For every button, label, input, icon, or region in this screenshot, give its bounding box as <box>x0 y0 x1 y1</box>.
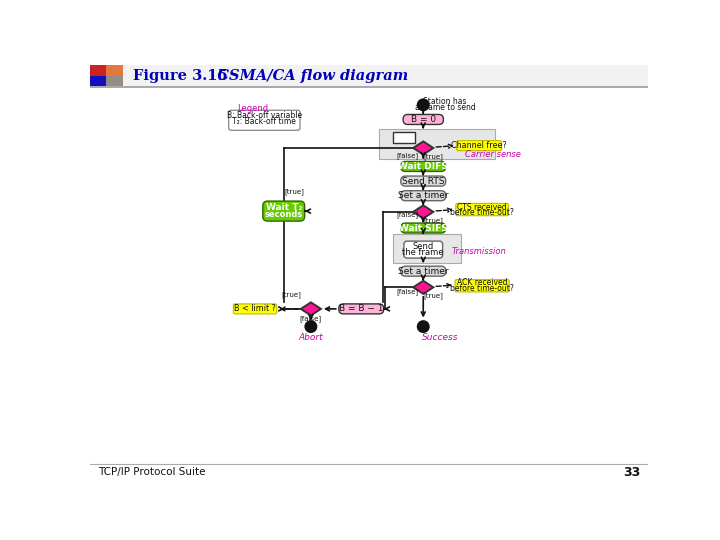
FancyBboxPatch shape <box>339 304 384 314</box>
Bar <box>393 234 462 264</box>
Text: Wait T₂: Wait T₂ <box>266 202 302 212</box>
Text: Transmission: Transmission <box>451 247 506 255</box>
FancyBboxPatch shape <box>401 266 446 276</box>
Text: [true]: [true] <box>284 188 305 195</box>
Text: before time-out?: before time-out? <box>450 285 514 293</box>
Text: B < limit ?: B < limit ? <box>234 305 276 313</box>
Polygon shape <box>413 205 433 218</box>
FancyBboxPatch shape <box>263 201 305 221</box>
Text: [false]: [false] <box>397 212 419 218</box>
FancyBboxPatch shape <box>403 114 444 125</box>
Text: [true]: [true] <box>423 153 444 160</box>
Bar <box>393 132 415 143</box>
Text: seconds: seconds <box>265 211 303 219</box>
Text: Send: Send <box>413 242 434 251</box>
Text: CTS received: CTS received <box>457 202 507 212</box>
Bar <box>90 65 648 86</box>
FancyBboxPatch shape <box>456 140 502 151</box>
Text: B = 0: B = 0 <box>410 115 436 124</box>
Text: ACK received: ACK received <box>457 278 508 287</box>
Polygon shape <box>413 281 433 294</box>
FancyBboxPatch shape <box>401 161 446 171</box>
Text: Carrier sense: Carrier sense <box>465 151 521 159</box>
FancyBboxPatch shape <box>456 204 508 215</box>
Bar <box>90 65 107 76</box>
FancyBboxPatch shape <box>401 176 446 186</box>
FancyBboxPatch shape <box>229 110 300 130</box>
Bar <box>379 129 495 159</box>
Text: Set a timer: Set a timer <box>398 267 449 275</box>
Text: T₂: Back-off time: T₂: Back-off time <box>233 117 297 126</box>
Text: Set a timer: Set a timer <box>398 191 449 200</box>
Text: Figure 3.15: Figure 3.15 <box>132 69 228 83</box>
FancyBboxPatch shape <box>455 280 509 292</box>
Text: [false]: [false] <box>397 288 419 294</box>
Text: Legend: Legend <box>238 104 269 113</box>
Text: B = B − 1: B = B − 1 <box>339 305 384 313</box>
Bar <box>90 76 107 86</box>
FancyBboxPatch shape <box>401 191 446 201</box>
Text: [false]: [false] <box>300 315 322 321</box>
Bar <box>90 65 122 86</box>
Text: Wait SIFS: Wait SIFS <box>399 224 448 233</box>
Text: Abort: Abort <box>299 333 323 342</box>
Text: Station has: Station has <box>423 97 467 106</box>
Text: Wait DIFS: Wait DIFS <box>398 162 448 171</box>
Polygon shape <box>413 141 433 154</box>
Text: [false]: [false] <box>397 152 419 159</box>
Text: Send RTS: Send RTS <box>402 177 444 186</box>
Text: [true]: [true] <box>282 292 302 299</box>
Text: 33: 33 <box>623 465 640 478</box>
Circle shape <box>418 321 428 332</box>
Text: a frame to send: a frame to send <box>415 103 475 112</box>
Circle shape <box>305 321 316 332</box>
Bar <box>107 76 122 86</box>
Circle shape <box>418 99 428 110</box>
FancyBboxPatch shape <box>404 241 443 258</box>
Text: B: Back-off variable: B: Back-off variable <box>227 111 302 120</box>
FancyBboxPatch shape <box>233 304 276 314</box>
Text: Channel free?: Channel free? <box>451 141 507 150</box>
Text: [true]: [true] <box>423 293 444 299</box>
FancyBboxPatch shape <box>401 223 446 233</box>
Bar <box>107 65 122 76</box>
Text: the frame: the frame <box>402 248 444 257</box>
Text: TCP/IP Protocol Suite: TCP/IP Protocol Suite <box>98 467 205 477</box>
Polygon shape <box>301 302 321 315</box>
Text: [true]: [true] <box>423 217 444 224</box>
Text: Success: Success <box>422 333 459 342</box>
Text: CSMA/CA flow diagram: CSMA/CA flow diagram <box>202 69 409 83</box>
Text: before time-out?: before time-out? <box>450 208 514 217</box>
